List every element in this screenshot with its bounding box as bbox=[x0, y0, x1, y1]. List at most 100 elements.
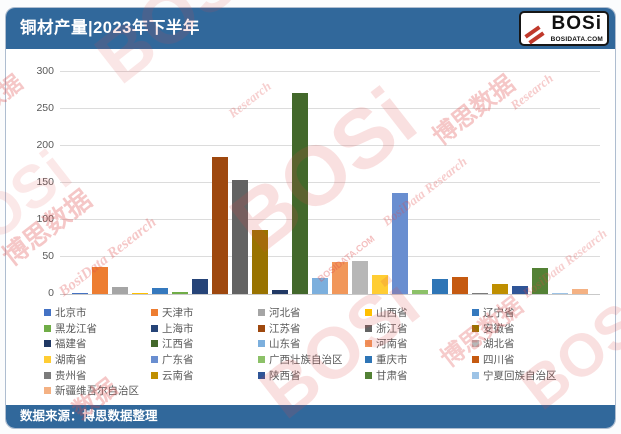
legend-swatch-icon bbox=[44, 387, 51, 395]
legend-item: 河南省 bbox=[365, 336, 472, 351]
legend-label: 安徽省 bbox=[483, 322, 515, 335]
legend-label: 北京市 bbox=[55, 307, 87, 320]
bar bbox=[132, 293, 148, 294]
legend-item: 山东省 bbox=[258, 336, 365, 351]
footer-bar: 数据来源：博思数据整理 bbox=[6, 405, 615, 428]
bar bbox=[192, 279, 208, 294]
legend-swatch-icon bbox=[472, 356, 479, 364]
legend-label: 辽宁省 bbox=[483, 307, 515, 320]
bar bbox=[72, 293, 88, 294]
y-axis-tick-label: 100 bbox=[36, 213, 54, 225]
bar bbox=[492, 284, 508, 294]
gridline bbox=[60, 219, 600, 220]
legend-swatch-icon bbox=[258, 340, 265, 348]
legend-item: 四川省 bbox=[472, 352, 579, 367]
bar bbox=[572, 289, 588, 294]
legend-swatch-icon bbox=[151, 340, 158, 348]
gridline bbox=[60, 108, 600, 109]
legend-swatch-icon bbox=[151, 309, 158, 317]
legend-item: 河北省 bbox=[258, 305, 365, 320]
legend-label: 广西壮族自治区 bbox=[269, 354, 343, 367]
bar bbox=[272, 290, 288, 294]
legend-item: 陕西省 bbox=[258, 368, 365, 383]
header-bar: 铜材产量|2023年下半年 BOSi BOSIDATA.COM bbox=[6, 8, 615, 49]
legend-label: 山东省 bbox=[269, 338, 301, 351]
legend-swatch-icon bbox=[44, 324, 51, 332]
legend-item: 江苏省 bbox=[258, 321, 365, 336]
legend-swatch-icon bbox=[365, 309, 372, 317]
legend-item: 重庆市 bbox=[365, 352, 472, 367]
legend-swatch-icon bbox=[472, 371, 479, 379]
legend-swatch-icon bbox=[365, 340, 372, 348]
gridline bbox=[60, 145, 600, 146]
logo-domain-text: BOSIDATA.COM bbox=[550, 36, 603, 43]
legend-label: 四川省 bbox=[483, 354, 515, 367]
bar bbox=[212, 157, 228, 294]
legend-swatch-icon bbox=[472, 340, 479, 348]
legend-item: 上海市 bbox=[151, 321, 258, 336]
legend-label: 新疆维吾尔自治区 bbox=[55, 385, 139, 398]
legend-label: 甘肃省 bbox=[376, 369, 408, 382]
legend-label: 上海市 bbox=[162, 322, 194, 335]
legend-swatch-icon bbox=[258, 309, 265, 317]
legend-label: 陕西省 bbox=[269, 369, 301, 382]
legend-label: 湖北省 bbox=[483, 338, 515, 351]
legend-swatch-icon bbox=[258, 371, 265, 379]
legend-label: 湖南省 bbox=[55, 354, 87, 367]
y-axis-tick-label: 50 bbox=[42, 250, 54, 262]
legend-item: 福建省 bbox=[44, 336, 151, 351]
bar bbox=[352, 261, 368, 294]
legend-swatch-icon bbox=[151, 324, 158, 332]
bar bbox=[472, 293, 488, 294]
legend-item: 天津市 bbox=[151, 305, 258, 320]
legend-label: 江苏省 bbox=[269, 322, 301, 335]
legend-swatch-icon bbox=[44, 309, 51, 317]
chart-title: 铜材产量|2023年下半年 bbox=[20, 19, 200, 37]
bar bbox=[532, 268, 548, 294]
bar bbox=[392, 193, 408, 294]
bar bbox=[292, 93, 308, 294]
gridline bbox=[60, 182, 600, 183]
bar bbox=[552, 293, 568, 294]
bar bbox=[152, 288, 168, 294]
legend-item: 湖南省 bbox=[44, 352, 151, 367]
legend-item: 北京市 bbox=[44, 305, 151, 320]
legend-label: 黑龙江省 bbox=[55, 322, 97, 335]
legend-label: 江西省 bbox=[162, 338, 194, 351]
plot-area bbox=[60, 71, 600, 295]
legend-item: 贵州省 bbox=[44, 368, 151, 383]
data-source-text: 数据来源：博思数据整理 bbox=[20, 409, 158, 423]
legend-item: 宁夏回族自治区 bbox=[472, 368, 579, 383]
legend-item: 浙江省 bbox=[365, 321, 472, 336]
bar bbox=[112, 287, 128, 294]
bar bbox=[172, 292, 188, 294]
legend-swatch-icon bbox=[365, 356, 372, 364]
legend-swatch-icon bbox=[44, 356, 51, 364]
legend-item: 辽宁省 bbox=[472, 305, 579, 320]
gridline bbox=[60, 256, 600, 257]
bar bbox=[252, 230, 268, 294]
logo-brand-text: BOSi bbox=[551, 13, 602, 34]
legend-swatch-icon bbox=[44, 340, 51, 348]
legend-swatch-icon bbox=[44, 371, 51, 379]
legend-swatch-icon bbox=[365, 371, 372, 379]
legend-item: 广西壮族自治区 bbox=[258, 352, 365, 367]
y-axis-tick-label: 300 bbox=[36, 65, 54, 77]
legend-label: 宁夏回族自治区 bbox=[483, 369, 557, 382]
legend-label: 重庆市 bbox=[376, 354, 408, 367]
legend-item: 新疆维吾尔自治区 bbox=[44, 383, 151, 398]
y-axis-tick-label: 200 bbox=[36, 139, 54, 151]
legend-label: 河南省 bbox=[376, 338, 408, 351]
bar bbox=[372, 275, 388, 294]
legend-item: 安徽省 bbox=[472, 321, 579, 336]
legend-item: 湖北省 bbox=[472, 336, 579, 351]
bar bbox=[452, 277, 468, 294]
bosi-logo: BOSi BOSIDATA.COM bbox=[519, 11, 609, 46]
bar bbox=[512, 286, 528, 294]
legend-swatch-icon bbox=[365, 324, 372, 332]
legend-label: 河北省 bbox=[269, 307, 301, 320]
legend-label: 广东省 bbox=[162, 354, 194, 367]
bar bbox=[92, 267, 108, 294]
legend-swatch-icon bbox=[258, 324, 265, 332]
legend-swatch-icon bbox=[151, 356, 158, 364]
